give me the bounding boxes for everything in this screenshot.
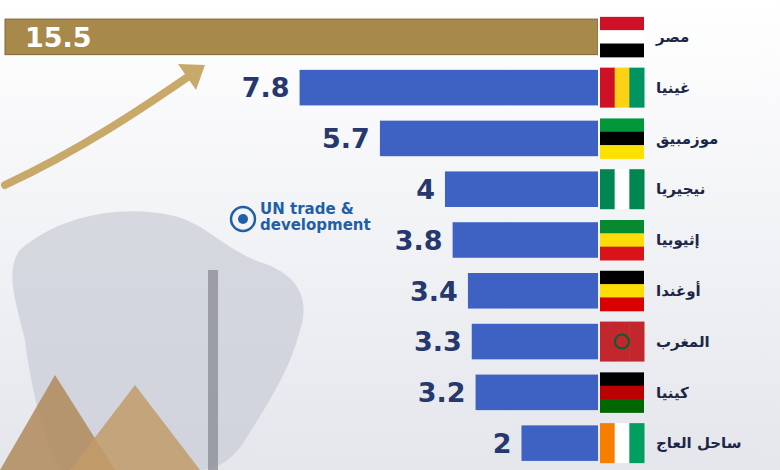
logo-icon bbox=[231, 207, 255, 231]
category-label: ساحل العاج bbox=[656, 434, 742, 452]
value-label: 3.4 bbox=[410, 276, 458, 307]
category-label: مصر bbox=[655, 28, 689, 46]
flag-stripe bbox=[600, 30, 644, 44]
value-label: 4 bbox=[416, 174, 435, 205]
flag-stripe bbox=[600, 322, 615, 362]
value-label: 3.3 bbox=[414, 326, 462, 357]
flag-stripe bbox=[600, 386, 644, 400]
pyramid bbox=[70, 385, 200, 470]
logo-icon bbox=[238, 214, 248, 224]
flag-stripe bbox=[600, 68, 615, 108]
category-label: موزمبيق bbox=[656, 130, 718, 148]
flag-stripe bbox=[600, 118, 644, 132]
flag-stripe bbox=[600, 145, 644, 159]
value-label: 15.5 bbox=[25, 22, 92, 53]
flag-stripe bbox=[600, 17, 644, 31]
flag bbox=[600, 169, 645, 209]
value-label: 3.8 bbox=[395, 225, 443, 256]
trend-arrow bbox=[5, 72, 195, 185]
flag-stripe bbox=[600, 271, 644, 285]
flag-stripe bbox=[629, 68, 644, 108]
annotation: UN trade &development bbox=[260, 200, 371, 234]
flag-stripe bbox=[629, 322, 644, 362]
flag bbox=[600, 68, 645, 108]
value-label: 5.7 bbox=[322, 123, 370, 154]
flag-stripe bbox=[615, 68, 630, 108]
flag-stripe bbox=[600, 372, 644, 386]
category-label: أوغندا bbox=[656, 281, 701, 300]
flag bbox=[600, 17, 644, 58]
flags bbox=[600, 17, 645, 463]
flag-emblem bbox=[615, 335, 629, 349]
flag-stripe bbox=[600, 297, 644, 311]
bar bbox=[445, 171, 598, 207]
flag bbox=[600, 118, 644, 158]
flag-stripe bbox=[600, 399, 644, 413]
value-label: 7.8 bbox=[242, 72, 290, 103]
flag bbox=[600, 271, 644, 312]
trend-arrow-head bbox=[178, 64, 205, 90]
tower bbox=[208, 270, 218, 470]
flag-stripe bbox=[629, 169, 644, 209]
value-label: 3.2 bbox=[418, 377, 466, 408]
value-labels: 15.5 7.8 5.7 4 3.8 3.4 3.3 3.2 2 bbox=[25, 22, 511, 459]
bar bbox=[380, 121, 598, 157]
flag-stripe bbox=[600, 233, 644, 247]
flag-stripe bbox=[600, 44, 644, 58]
flag bbox=[600, 423, 645, 463]
background bbox=[0, 0, 780, 470]
flag-stripe bbox=[615, 423, 630, 463]
flag bbox=[600, 220, 644, 261]
flag bbox=[600, 322, 645, 362]
flag-stripe bbox=[600, 220, 644, 234]
flag-stripe bbox=[600, 284, 644, 298]
bar bbox=[453, 222, 598, 258]
logo: UN trade &development bbox=[231, 200, 371, 234]
bar bbox=[300, 70, 598, 106]
bar bbox=[472, 324, 598, 360]
category-label: غينيا bbox=[656, 79, 690, 97]
flag-stripe bbox=[615, 169, 630, 209]
flag-stripe bbox=[629, 423, 644, 463]
flag-stripe bbox=[600, 169, 615, 209]
category-label: كينيا bbox=[656, 384, 689, 402]
value-label: 2 bbox=[493, 428, 512, 459]
bar bbox=[468, 273, 598, 309]
bar bbox=[476, 375, 598, 411]
bars bbox=[5, 19, 598, 461]
decoration bbox=[0, 64, 304, 470]
category-label: المغرب bbox=[656, 333, 710, 351]
flag-stripe bbox=[600, 132, 644, 146]
flag-stripe bbox=[600, 247, 644, 261]
category-labels: مصر غينيا موزمبيق نيجيريا إثيوبيا أوغندا المغر… bbox=[655, 28, 742, 452]
flag bbox=[600, 372, 644, 413]
flag-stripe bbox=[600, 423, 615, 463]
bar bbox=[521, 425, 598, 461]
category-label: إثيوبيا bbox=[656, 231, 700, 249]
category-label: نيجيريا bbox=[656, 180, 705, 198]
flag-stripe bbox=[615, 322, 630, 362]
bar bbox=[5, 19, 598, 55]
